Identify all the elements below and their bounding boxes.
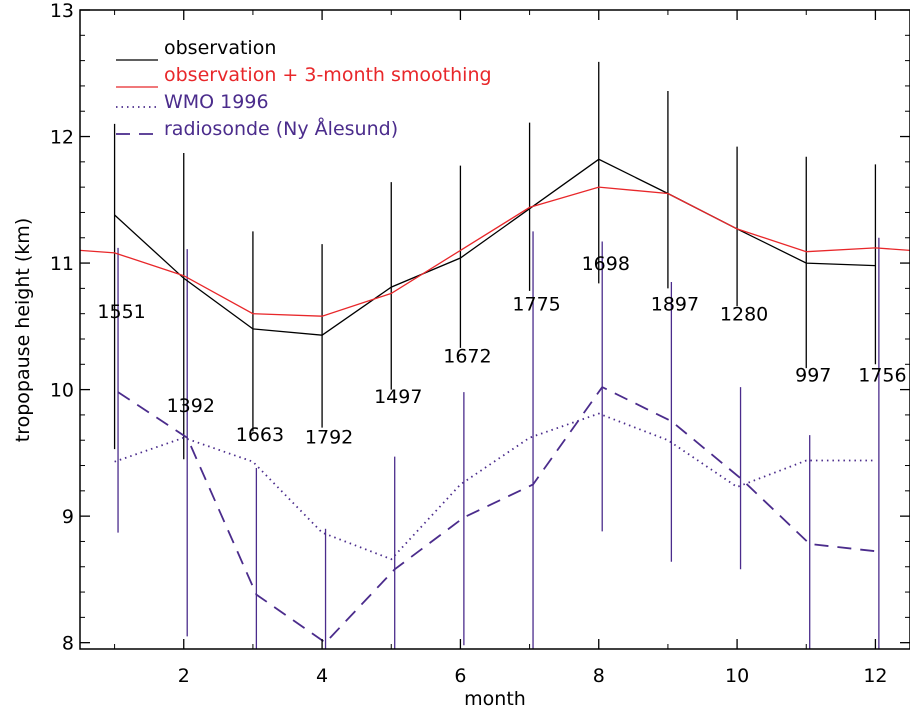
sample-count-label: 1280 xyxy=(720,304,768,326)
y-axis-label: tropopause height (km) xyxy=(12,218,34,442)
x-tick-label: 2 xyxy=(178,665,190,687)
legend-label: observation + 3-month smoothing xyxy=(164,64,492,86)
error-bars xyxy=(113,61,880,649)
legend-label: radiosonde (Ny Ålesund) xyxy=(164,117,398,140)
axes: 2 4 6 8 10 12 8 9 10 11 12 13 month tropopause hei… xyxy=(12,0,910,710)
sample-count-label: 1663 xyxy=(236,424,284,446)
x-tick-label: 12 xyxy=(863,665,887,687)
series-line-0 xyxy=(114,158,876,336)
y-tick-label: 13 xyxy=(50,0,74,22)
sample-count-label: 1392 xyxy=(167,395,215,417)
x-tick-label: 6 xyxy=(454,665,466,687)
sample-count-label: 1497 xyxy=(374,386,422,408)
y-tick-label: 9 xyxy=(62,506,74,528)
sample-count-label: 1672 xyxy=(443,345,491,367)
y-tick-label: 8 xyxy=(62,633,74,655)
y-tick-label: 11 xyxy=(50,253,74,275)
sample-count-label: 997 xyxy=(795,364,831,386)
plot-frame xyxy=(79,9,910,650)
y-axis-ticks: 8 9 10 11 12 13 xyxy=(50,0,910,655)
legend: observation observation + 3-month smoothi… xyxy=(116,37,492,140)
sample-count-label: 1775 xyxy=(512,294,560,316)
legend-label: observation xyxy=(164,37,276,59)
series-lines xyxy=(80,158,910,644)
series-line-1 xyxy=(80,186,910,317)
x-tick-label: 4 xyxy=(316,665,328,687)
sample-count-label: 1698 xyxy=(582,253,630,275)
y-tick-label: 12 xyxy=(50,127,74,149)
legend-label: WMO 1996 xyxy=(164,91,269,113)
x-tick-label: 10 xyxy=(725,665,749,687)
sample-count-label: 1756 xyxy=(858,364,906,386)
x-axis-label: month xyxy=(464,688,526,710)
sample-count-label: 1551 xyxy=(97,301,145,323)
plot-area xyxy=(80,61,910,649)
sample-count-label: 1792 xyxy=(305,426,353,448)
series-line-3 xyxy=(117,385,879,644)
x-tick-label: 8 xyxy=(593,665,605,687)
series-line-2 xyxy=(114,412,876,561)
y-tick-label: 10 xyxy=(50,380,74,402)
x-axis-ticks: 2 4 6 8 10 12 xyxy=(114,10,888,687)
sample-count-label: 1897 xyxy=(651,294,699,316)
sample-count-labels: 1551 1392 1663 1792 1497 1672 1775 1698 1897 1280… xyxy=(97,253,906,448)
